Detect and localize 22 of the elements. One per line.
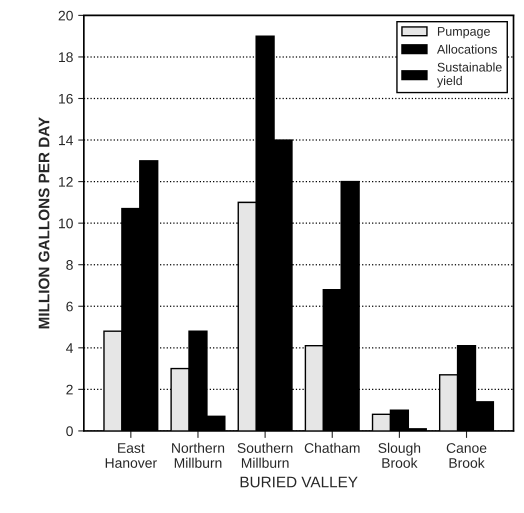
y-tick-label: 20 <box>58 10 73 21</box>
y-tick-label: 18 <box>59 52 73 62</box>
y-tick-label: 12 <box>59 176 73 187</box>
x-tick-label: East Hanover <box>106 443 157 468</box>
x-tick-label: Canoe Brook <box>446 443 486 468</box>
y-axis-title: MILLION GALLONS PER DAY <box>38 117 50 328</box>
y-tick-label: 14 <box>59 136 74 146</box>
y-tick-label: 6 <box>66 302 73 312</box>
legend-label: Sustainable yield <box>436 62 502 88</box>
x-tick-label: Chatham <box>304 442 360 453</box>
y-tick-label: 16 <box>59 94 73 104</box>
legend-label: Allocations <box>436 44 497 54</box>
y-tick-label: 10 <box>59 218 73 228</box>
y-tick-label: 4 <box>66 343 74 353</box>
legend-label: Pumpage <box>438 27 490 38</box>
x-tick-label: Northern Millburn <box>172 442 224 468</box>
y-tick-label: 0 <box>66 426 73 436</box>
y-tick-label: 8 <box>66 260 73 270</box>
x-tick-label: Slough Brook <box>378 442 420 468</box>
x-tick-label: Southern Millburn <box>238 442 292 468</box>
x-axis-title: BURIED VALLEY <box>240 476 358 488</box>
y-tick-label: 2 <box>66 384 73 394</box>
